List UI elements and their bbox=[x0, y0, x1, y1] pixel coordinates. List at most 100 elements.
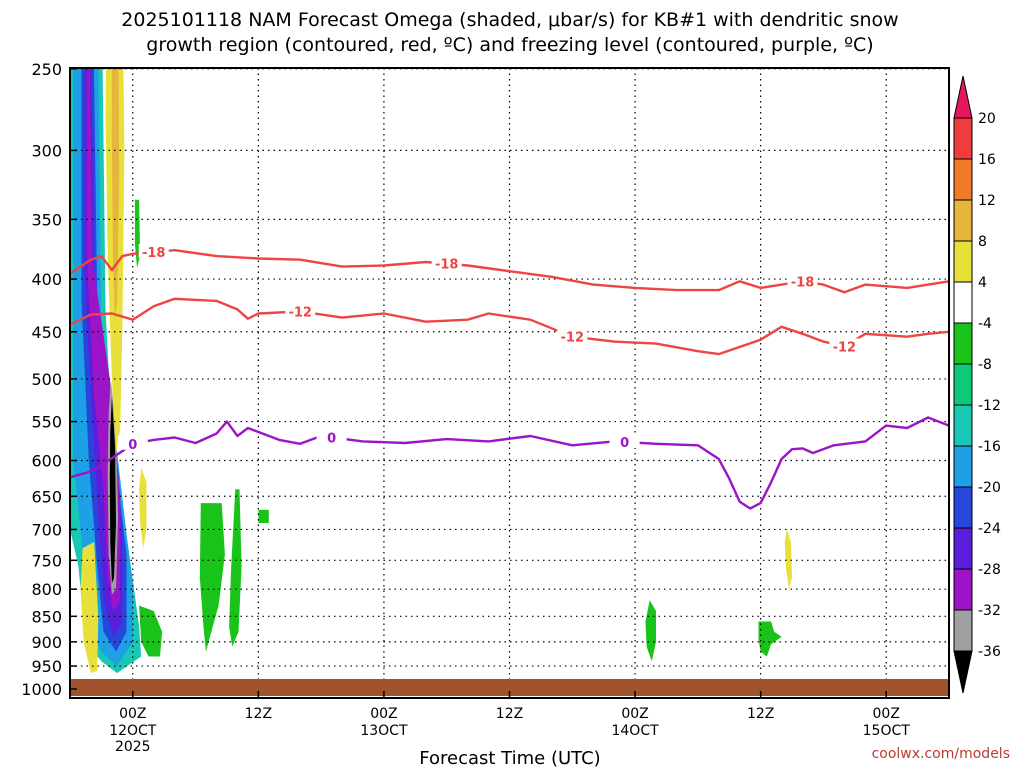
colorbar-label: -12 bbox=[978, 398, 1001, 414]
contour-label-bg bbox=[609, 434, 640, 449]
contour-label-bg bbox=[829, 338, 860, 353]
colorbar-label: -20 bbox=[978, 480, 1001, 496]
colorbar-label: -28 bbox=[978, 562, 1001, 578]
colorbar-label: 8 bbox=[978, 234, 987, 250]
contour-label: -12 bbox=[833, 340, 857, 355]
x-tick-label: 12Z bbox=[496, 706, 523, 722]
colorbar-cell bbox=[953, 363, 973, 406]
x-tick-label: 12Z bbox=[747, 706, 774, 722]
contour-label-bg bbox=[138, 244, 169, 259]
contour-label: -12 bbox=[561, 331, 585, 346]
colorbar: 20 16 12 8 4 -4 -8 -12 -16 -20 -24 -28 -32 -36 bbox=[953, 75, 1001, 694]
colorbar-label: 4 bbox=[978, 275, 987, 291]
omega-region bbox=[139, 605, 163, 657]
contour-freezing_level bbox=[70, 416, 949, 510]
contour-label: -18 bbox=[791, 275, 815, 290]
omega-region bbox=[758, 621, 782, 657]
y-tick-label: 900 bbox=[31, 633, 62, 652]
colorbar-label: -16 bbox=[978, 439, 1001, 455]
colorbar-cell bbox=[953, 609, 973, 652]
y-tick-label: 400 bbox=[31, 270, 62, 289]
y-tick-label: 950 bbox=[31, 657, 62, 676]
y-tick-label: 850 bbox=[31, 607, 62, 626]
colorbar-cell bbox=[953, 199, 973, 242]
x-tick-date: 12OCT bbox=[109, 723, 157, 739]
y-tick-label: 450 bbox=[31, 323, 62, 342]
contour-labels: -12 -12 -12 -18 -18 -18 0 0 0 bbox=[117, 244, 860, 453]
contour-label: -18 bbox=[435, 258, 459, 273]
colorbar-cell bbox=[953, 568, 973, 611]
contour-label: -12 bbox=[288, 305, 312, 320]
colorbar-label: -36 bbox=[978, 644, 1001, 660]
colorbar-label: 20 bbox=[978, 111, 996, 127]
omega-region bbox=[111, 68, 120, 322]
colorbar-cell bbox=[953, 404, 973, 447]
y-tick-label: 650 bbox=[31, 487, 62, 506]
omega-region bbox=[80, 542, 99, 674]
x-tick-label: 00Z bbox=[873, 706, 900, 722]
colorbar-cell bbox=[953, 281, 973, 324]
colorbar-cell bbox=[953, 240, 973, 283]
terrain-band bbox=[70, 679, 949, 696]
chart-title-line1: 2025101118 NAM Forecast Omega (shaded, μ… bbox=[121, 9, 898, 31]
colorbar-cell bbox=[953, 75, 973, 119]
omega-region bbox=[258, 509, 269, 523]
colorbar-label: -32 bbox=[978, 603, 1001, 619]
colorbar-cell bbox=[953, 117, 973, 160]
colorbar-cell bbox=[953, 650, 973, 694]
colorbar-cell bbox=[953, 445, 973, 488]
omega-region bbox=[139, 467, 147, 549]
colorbar-cell bbox=[953, 158, 973, 201]
y-tick-label: 300 bbox=[31, 141, 62, 160]
contour-label-bg bbox=[431, 255, 462, 270]
x-tick-date: 14OCT bbox=[611, 723, 659, 739]
y-tick-label: 750 bbox=[31, 551, 62, 570]
chart-title-line2: growth region (contoured, red, ºC) and f… bbox=[146, 34, 873, 56]
x-axis-label: Forecast Time (UTC) bbox=[419, 748, 600, 768]
omega-region bbox=[199, 503, 225, 652]
colorbar-label: -4 bbox=[978, 316, 992, 332]
y-tick-label: 550 bbox=[31, 413, 62, 432]
x-tick-year: 2025 bbox=[115, 739, 151, 755]
y-tick-label: 350 bbox=[31, 210, 62, 229]
contour-label: 0 bbox=[620, 436, 629, 451]
x-tick-label: 00Z bbox=[621, 706, 648, 722]
omega-region bbox=[784, 529, 792, 590]
y-tick-label: 250 bbox=[31, 60, 62, 79]
contour-label-bg bbox=[316, 429, 347, 444]
x-tick-date: 15OCT bbox=[863, 723, 911, 739]
colorbar-cell bbox=[953, 486, 973, 529]
omega-shading bbox=[70, 68, 792, 674]
omega-region bbox=[229, 489, 242, 647]
colorbar-label: -24 bbox=[978, 521, 1001, 537]
omega-region bbox=[109, 396, 116, 584]
y-tick-label: 500 bbox=[31, 370, 62, 389]
credit-text: coolwx.com/models bbox=[872, 746, 1010, 762]
contour-label-bg bbox=[117, 435, 148, 450]
contour-label-bg bbox=[787, 273, 818, 288]
x-tick-label: 00Z bbox=[370, 706, 397, 722]
y-tick-label: 800 bbox=[31, 580, 62, 599]
contour-label-bg bbox=[557, 328, 588, 343]
y-axis-ticks: 250 300 350 400 450 500 550 600 650 700 750 800 850 9… bbox=[21, 60, 77, 699]
contour-label: 0 bbox=[128, 438, 137, 453]
y-tick-label: 600 bbox=[31, 451, 62, 470]
colorbar-label: 16 bbox=[978, 152, 996, 168]
colorbar-label: -8 bbox=[978, 357, 992, 373]
contour-label-bg bbox=[285, 303, 316, 318]
contour-dgz_warm bbox=[70, 297, 949, 356]
omega-region bbox=[645, 600, 656, 662]
x-tick-label: 12Z bbox=[245, 706, 272, 722]
contour-label: 0 bbox=[327, 431, 336, 446]
x-tick-date: 13OCT bbox=[360, 723, 408, 739]
y-tick-label: 1000 bbox=[21, 680, 62, 699]
y-tick-label: 700 bbox=[31, 520, 62, 539]
colorbar-cell bbox=[953, 527, 973, 570]
x-tick-label: 00Z bbox=[119, 706, 146, 722]
colorbar-label: 12 bbox=[978, 193, 996, 209]
colorbar-cell bbox=[953, 322, 973, 365]
contour-label: -18 bbox=[142, 246, 166, 261]
